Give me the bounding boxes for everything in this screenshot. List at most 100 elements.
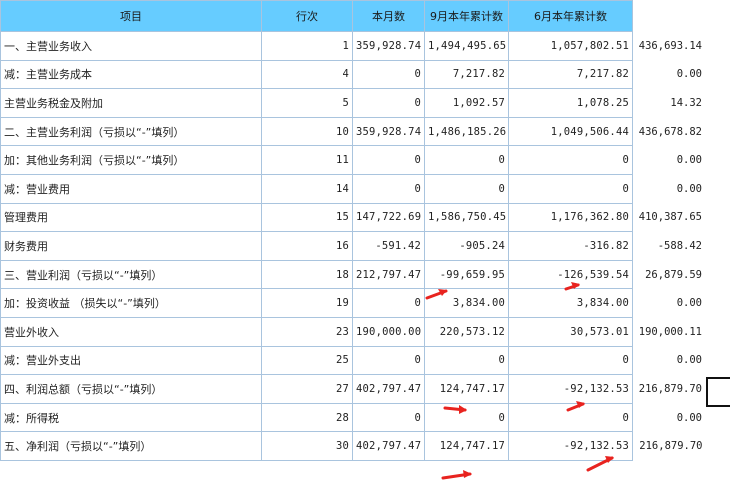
cell-jun-ytd[interactable]: 0 <box>508 345 633 376</box>
cell-difference[interactable]: -588.42 <box>657 239 702 252</box>
cell-month[interactable]: 0 <box>352 345 425 376</box>
cell-sep-ytd[interactable]: 1,586,750.45 <box>424 202 509 233</box>
cell-difference[interactable]: 0.00 <box>676 354 702 367</box>
cell-difference[interactable]: 216,879.70 <box>639 440 703 453</box>
cell-line[interactable]: 11 <box>261 145 353 175</box>
cell-difference[interactable]: 26,879.59 <box>645 268 702 281</box>
cell-sep-ytd[interactable]: 124,747.17 <box>424 374 509 404</box>
cell-line[interactable]: 1 <box>261 31 353 61</box>
cell-item[interactable]: 财务费用 <box>0 231 262 261</box>
cell-sep-ytd[interactable]: 124,747.17 <box>424 431 509 461</box>
cell-item[interactable]: 加：其他业务利润（亏损以“-”填列） <box>0 145 262 175</box>
cell-item[interactable]: 管理费用 <box>0 202 262 233</box>
cell-sep-ytd[interactable]: 220,573.12 <box>424 316 509 347</box>
cell-month[interactable]: 190,000.00 <box>352 316 425 347</box>
cell-month[interactable]: 0 <box>352 59 425 90</box>
cell-month[interactable]: 0 <box>352 173 425 204</box>
cell-month[interactable]: 359,928.74 <box>352 31 425 61</box>
cell-sep-ytd[interactable]: 0 <box>424 402 509 433</box>
cell-line[interactable]: 18 <box>261 259 353 290</box>
cell-jun-ytd[interactable]: -316.82 <box>508 231 633 261</box>
selected-cell-indicator[interactable] <box>706 377 730 407</box>
cell-month[interactable]: 0 <box>352 88 425 118</box>
cell-month[interactable]: 212,797.47 <box>352 259 425 290</box>
cell-month[interactable]: 147,722.69 <box>352 202 425 233</box>
cell-sep-ytd[interactable]: 1,092.57 <box>424 88 509 118</box>
cell-line[interactable]: 27 <box>261 374 353 404</box>
cell-jun-ytd[interactable]: 1,057,802.51 <box>508 31 633 61</box>
cell-sep-ytd[interactable]: 7,217.82 <box>424 59 509 90</box>
cell-line[interactable]: 5 <box>261 88 353 118</box>
cell-difference[interactable]: 190,000.11 <box>638 325 702 338</box>
cell-jun-ytd[interactable]: 0 <box>508 173 633 204</box>
table-row: 加：投资收益 （损失以“-”填列） 19 0 3,834.00 3,834.00 0.00 <box>0 288 706 318</box>
cell-item[interactable]: 减：主营业务成本 <box>0 59 262 90</box>
cell-difference[interactable]: 0.00 <box>676 297 702 310</box>
cell-difference[interactable]: 0.00 <box>676 68 702 81</box>
cell-item[interactable]: 减：营业费用 <box>0 173 262 204</box>
cell-item[interactable]: 加：投资收益 （损失以“-”填列） <box>0 288 262 318</box>
col-header-item[interactable]: 项目 <box>0 0 262 32</box>
cell-sep-ytd[interactable]: -905.24 <box>424 231 509 261</box>
cell-difference[interactable]: 14.32 <box>670 96 702 109</box>
cell-jun-ytd[interactable]: 0 <box>508 402 633 433</box>
col-header-jun-ytd[interactable]: 6月本年累计数 <box>508 0 633 32</box>
table-row: 加：其他业务利润（亏损以“-”填列） 11 0 0 0 0.00 <box>0 145 706 175</box>
cell-difference[interactable]: 0.00 <box>676 154 702 167</box>
cell-jun-ytd[interactable]: 0 <box>508 145 633 175</box>
cell-line[interactable]: 30 <box>261 431 353 461</box>
cell-item[interactable]: 主营业务税金及附加 <box>0 88 262 118</box>
cell-month[interactable]: -591.42 <box>352 231 425 261</box>
cell-sep-ytd[interactable]: 0 <box>424 345 509 376</box>
cell-line[interactable]: 25 <box>261 345 353 376</box>
cell-line[interactable]: 28 <box>261 402 353 433</box>
table-row: 财务费用 16 -591.42 -905.24 -316.82 -588.42 <box>0 231 706 261</box>
cell-line[interactable]: 14 <box>261 173 353 204</box>
cell-difference[interactable]: 436,693.14 <box>638 39 702 52</box>
cell-line[interactable]: 15 <box>261 202 353 233</box>
cell-sep-ytd[interactable]: 3,834.00 <box>424 288 509 318</box>
cell-line[interactable]: 10 <box>261 116 353 147</box>
cell-month[interactable]: 402,797.47 <box>352 374 425 404</box>
cell-difference[interactable]: 0.00 <box>676 411 702 424</box>
cell-month[interactable]: 0 <box>352 402 425 433</box>
cell-sep-ytd[interactable]: 1,486,185.26 <box>424 116 509 147</box>
cell-item[interactable]: 五、净利润（亏损以“-”填列） <box>0 431 262 461</box>
cell-item[interactable]: 二、主营业务利润（亏损以“-”填列） <box>0 116 262 147</box>
cell-month[interactable]: 359,928.74 <box>352 116 425 147</box>
cell-month[interactable]: 0 <box>352 288 425 318</box>
cell-jun-ytd[interactable]: -92,132.53 <box>508 374 633 404</box>
cell-month[interactable]: 402,797.47 <box>352 431 425 461</box>
cell-item[interactable]: 营业外收入 <box>0 316 262 347</box>
cell-jun-ytd[interactable]: -126,539.54 <box>508 259 633 290</box>
cell-jun-ytd[interactable]: 7,217.82 <box>508 59 633 90</box>
cell-jun-ytd[interactable]: 3,834.00 <box>508 288 633 318</box>
cell-difference[interactable]: 410,387.65 <box>638 211 702 224</box>
cell-jun-ytd[interactable]: -92,132.53 <box>508 431 633 461</box>
cell-sep-ytd[interactable]: 1,494,495.65 <box>424 31 509 61</box>
cell-jun-ytd[interactable]: 30,573.01 <box>508 316 633 347</box>
cell-difference[interactable]: 436,678.82 <box>638 125 702 138</box>
cell-difference[interactable]: 0.00 <box>676 182 702 195</box>
cell-line[interactable]: 4 <box>261 59 353 90</box>
col-header-month[interactable]: 本月数 <box>352 0 425 32</box>
col-header-sep-ytd[interactable]: 9月本年累计数 <box>424 0 509 32</box>
cell-jun-ytd[interactable]: 1,049,506.44 <box>508 116 633 147</box>
cell-sep-ytd[interactable]: 0 <box>424 145 509 175</box>
cell-jun-ytd[interactable]: 1,078.25 <box>508 88 633 118</box>
cell-jun-ytd[interactable]: 1,176,362.80 <box>508 202 633 233</box>
cell-item[interactable]: 四、利润总额（亏损以“-”填列） <box>0 374 262 404</box>
cell-difference[interactable]: 216,879.70 <box>638 382 702 395</box>
cell-line[interactable]: 23 <box>261 316 353 347</box>
cell-item[interactable]: 减：营业外支出 <box>0 345 262 376</box>
cell-item[interactable]: 三、营业利润（亏损以“-”填列） <box>0 259 262 290</box>
cell-sep-ytd[interactable]: -99,659.95 <box>424 259 509 290</box>
cell-sep-ytd[interactable]: 0 <box>424 173 509 204</box>
col-header-line[interactable]: 行次 <box>261 0 353 32</box>
cell-line[interactable]: 16 <box>261 231 353 261</box>
cell-line[interactable]: 19 <box>261 288 353 318</box>
table-row: 一、主营业务收入 1 359,928.74 1,494,495.65 1,057,802… <box>0 31 706 61</box>
cell-month[interactable]: 0 <box>352 145 425 175</box>
cell-item[interactable]: 减：所得税 <box>0 402 262 433</box>
cell-item[interactable]: 一、主营业务收入 <box>0 31 262 61</box>
